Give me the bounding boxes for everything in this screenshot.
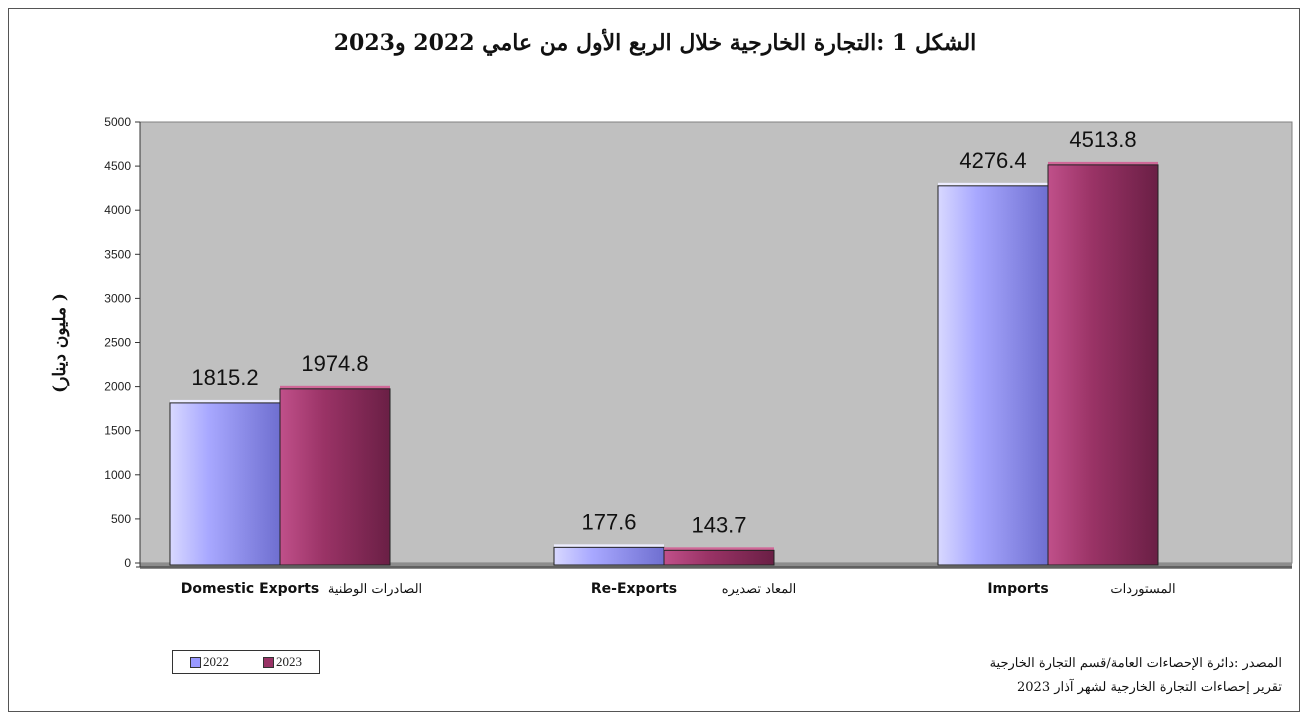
data-label: 143.7	[691, 512, 746, 537]
y-tick-label: 2500	[104, 336, 131, 350]
x-category-label-en: Domestic Exports	[181, 581, 319, 597]
y-tick-label: 4000	[104, 203, 131, 217]
bar-top-2023	[280, 385, 390, 389]
y-tick-label: 3000	[104, 291, 131, 305]
bar-top-2023	[1048, 161, 1158, 165]
y-tick-label: 2000	[104, 380, 131, 394]
legend-label-2022: 2022	[203, 654, 229, 669]
x-category-label-ar: الصادرات الوطنية	[328, 582, 422, 597]
bar-2022-0	[169, 402, 281, 566]
y-tick-label: 4500	[104, 159, 131, 173]
bar-top-2022	[938, 182, 1048, 186]
legend-swatch-2023	[263, 656, 274, 668]
legend-label-2023: 2023	[276, 654, 302, 669]
bar-2022-2	[937, 185, 1049, 566]
source-note: المصدر :دائرة الإحصاءات العامة/قسم التجا…	[990, 652, 1282, 700]
data-label: 1974.8	[301, 351, 368, 376]
chart-title: الشكل 1 :التجارة الخارجية خلال الربع الأ…	[333, 30, 977, 56]
y-tick-label: 1500	[104, 424, 131, 438]
source-line-1: المصدر :دائرة الإحصاءات العامة/قسم التجا…	[989, 656, 1282, 671]
bar-top-2022	[554, 544, 664, 548]
data-label: 177.6	[581, 509, 636, 534]
x-category-label-ar: المعاد تصديره	[722, 582, 797, 597]
data-label: 4513.8	[1069, 127, 1136, 152]
legend-item-2023: 2023	[263, 654, 302, 670]
y-tick-label: 500	[111, 512, 131, 526]
legend-item-2022: 2022	[190, 654, 229, 670]
x-category-label-ar: المستوردات	[1110, 582, 1175, 597]
plot-floor	[140, 563, 1292, 569]
bar-2023-2	[1047, 164, 1159, 566]
legend-swatch-2022	[190, 656, 201, 668]
y-tick-label: 5000	[104, 115, 131, 129]
y-tick-label: 0	[124, 556, 131, 570]
bar-2023-1	[663, 549, 775, 566]
bar-top-2023	[664, 547, 774, 551]
data-label: 4276.4	[959, 148, 1026, 173]
y-tick-label: 3500	[104, 247, 131, 261]
bar-2023-0	[279, 388, 391, 566]
bar-top-2022	[170, 399, 280, 403]
bar-2022-1	[553, 546, 665, 566]
legend: 2022 2023	[172, 650, 320, 674]
x-category-label-en: Re-Exports	[591, 581, 677, 597]
source-line-2: تقرير إحصاءات التجارة الخارجية لشهر آذار…	[1017, 680, 1282, 695]
data-label: 1815.2	[191, 365, 258, 390]
x-category-label-en: Imports	[987, 581, 1048, 597]
y-tick-label: 1000	[104, 468, 131, 482]
